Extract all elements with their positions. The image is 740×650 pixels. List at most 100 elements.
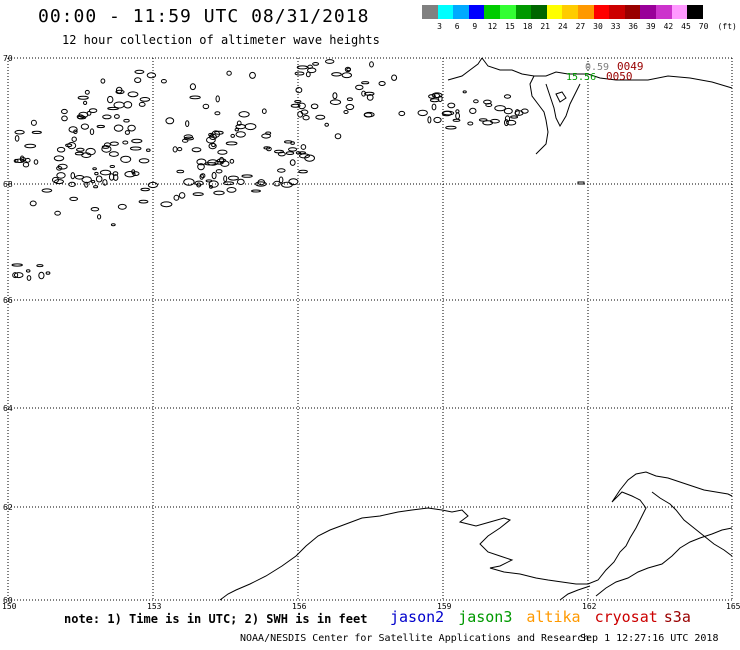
- ice-contour: [183, 136, 194, 141]
- ice-contour: [189, 83, 196, 91]
- ice-contour: [217, 149, 228, 155]
- ice-contour: [25, 269, 31, 273]
- scale-swatch: [437, 5, 454, 19]
- scale-label: 33: [610, 22, 621, 31]
- ice-contour: [355, 84, 364, 91]
- ice-contour: [281, 181, 293, 188]
- ice-contour: [307, 67, 317, 74]
- ice-contour: [54, 210, 61, 216]
- ice-contour: [109, 165, 116, 168]
- ice-contour: [65, 143, 73, 148]
- ice-contour: [249, 71, 256, 79]
- lon-label-159: 159: [437, 602, 452, 611]
- ice-contour: [14, 158, 25, 164]
- ice-contour: [178, 192, 186, 199]
- footer-note: note: 1) Time is in UTC; 2) SWH is in fe…: [64, 612, 368, 626]
- ice-contour: [302, 115, 310, 121]
- ice-contour: [31, 130, 42, 134]
- ice-contour: [56, 166, 63, 171]
- scale-swatch: [531, 5, 547, 19]
- ice-contour: [94, 171, 99, 176]
- ice-contour: [177, 147, 183, 152]
- ice-contour: [146, 72, 157, 79]
- scale-label: 3: [437, 22, 443, 31]
- scale-swatch: [546, 5, 563, 19]
- coastline-south: [219, 471, 733, 601]
- ice-contour: [89, 128, 95, 135]
- ice-contour: [109, 141, 119, 146]
- scale-swatch: [593, 5, 610, 19]
- ice-contour: [261, 108, 267, 114]
- ice-contour: [202, 103, 210, 110]
- ice-contour: [288, 178, 299, 186]
- ice-contour: [200, 173, 206, 179]
- ice-contour: [183, 134, 194, 139]
- latitude-labels: 70 68 66 64 62 60: [3, 54, 13, 605]
- ice-contour: [455, 112, 461, 120]
- lon-label-165: 165: [726, 602, 740, 611]
- ice-contour: [211, 142, 216, 148]
- ice-contour: [504, 119, 509, 127]
- ice-contour: [343, 110, 349, 114]
- ice-contour: [122, 140, 129, 145]
- scale-swatch: [515, 5, 532, 19]
- ice-contour: [255, 181, 267, 187]
- ice-contour: [214, 130, 224, 135]
- ice-contour: [138, 199, 149, 204]
- scale-label: 18: [522, 22, 533, 31]
- ice-contour: [68, 126, 78, 133]
- scale-label: 9: [472, 22, 478, 31]
- ice-contour: [215, 95, 220, 103]
- ice-contour: [108, 151, 119, 157]
- ice-contour: [227, 175, 239, 181]
- ice-contour: [285, 151, 295, 156]
- ice-contour: [238, 111, 250, 118]
- ice-contour: [123, 118, 130, 123]
- ice-contour: [277, 151, 286, 157]
- ice-contour: [22, 162, 30, 168]
- ice-contour: [361, 81, 370, 85]
- ice-contour: [196, 182, 202, 188]
- ice-contour: [83, 100, 88, 106]
- ice-contour: [92, 167, 97, 171]
- scale-label: 27: [575, 22, 586, 31]
- scale-swatch: [422, 5, 438, 19]
- ice-contour: [97, 214, 102, 220]
- satellite-altika: altika: [526, 608, 581, 626]
- ice-contour: [54, 179, 64, 185]
- ice-contour: [147, 181, 158, 189]
- ice-contour: [391, 74, 398, 81]
- ice-contour: [134, 69, 145, 75]
- lat-lon-grid: [7, 57, 733, 601]
- ice-contour: [41, 188, 53, 193]
- ice-contour: [127, 124, 136, 132]
- ice-contour: [165, 117, 175, 125]
- scale-label: 21: [540, 22, 551, 31]
- lat-label-62: 62: [3, 503, 13, 512]
- ice-contour: [124, 171, 136, 178]
- track-label-swh-2: 15.56: [566, 72, 596, 83]
- ice-contour: [160, 201, 173, 208]
- ice-contour: [257, 179, 266, 186]
- ice-contour: [172, 146, 178, 153]
- ice-contour: [140, 187, 150, 192]
- ice-contour: [503, 107, 513, 115]
- ice-contour: [223, 181, 235, 186]
- ice-contour: [298, 151, 307, 155]
- ice-contour: [194, 180, 204, 186]
- ice-contour: [363, 112, 373, 118]
- lon-label-156: 156: [292, 602, 307, 611]
- ice-contour: [278, 176, 284, 184]
- ice-contour: [25, 157, 31, 163]
- ice-contour: [191, 147, 202, 153]
- ice-contour: [429, 98, 440, 103]
- ice-contour: [13, 272, 24, 279]
- ice-contour: [473, 99, 479, 104]
- ice-contour: [315, 114, 326, 120]
- ice-contour: [300, 144, 307, 150]
- ice-contour: [91, 180, 96, 184]
- ice-contour: [366, 94, 374, 101]
- ice-contour: [113, 101, 125, 109]
- ice-contour: [123, 101, 133, 109]
